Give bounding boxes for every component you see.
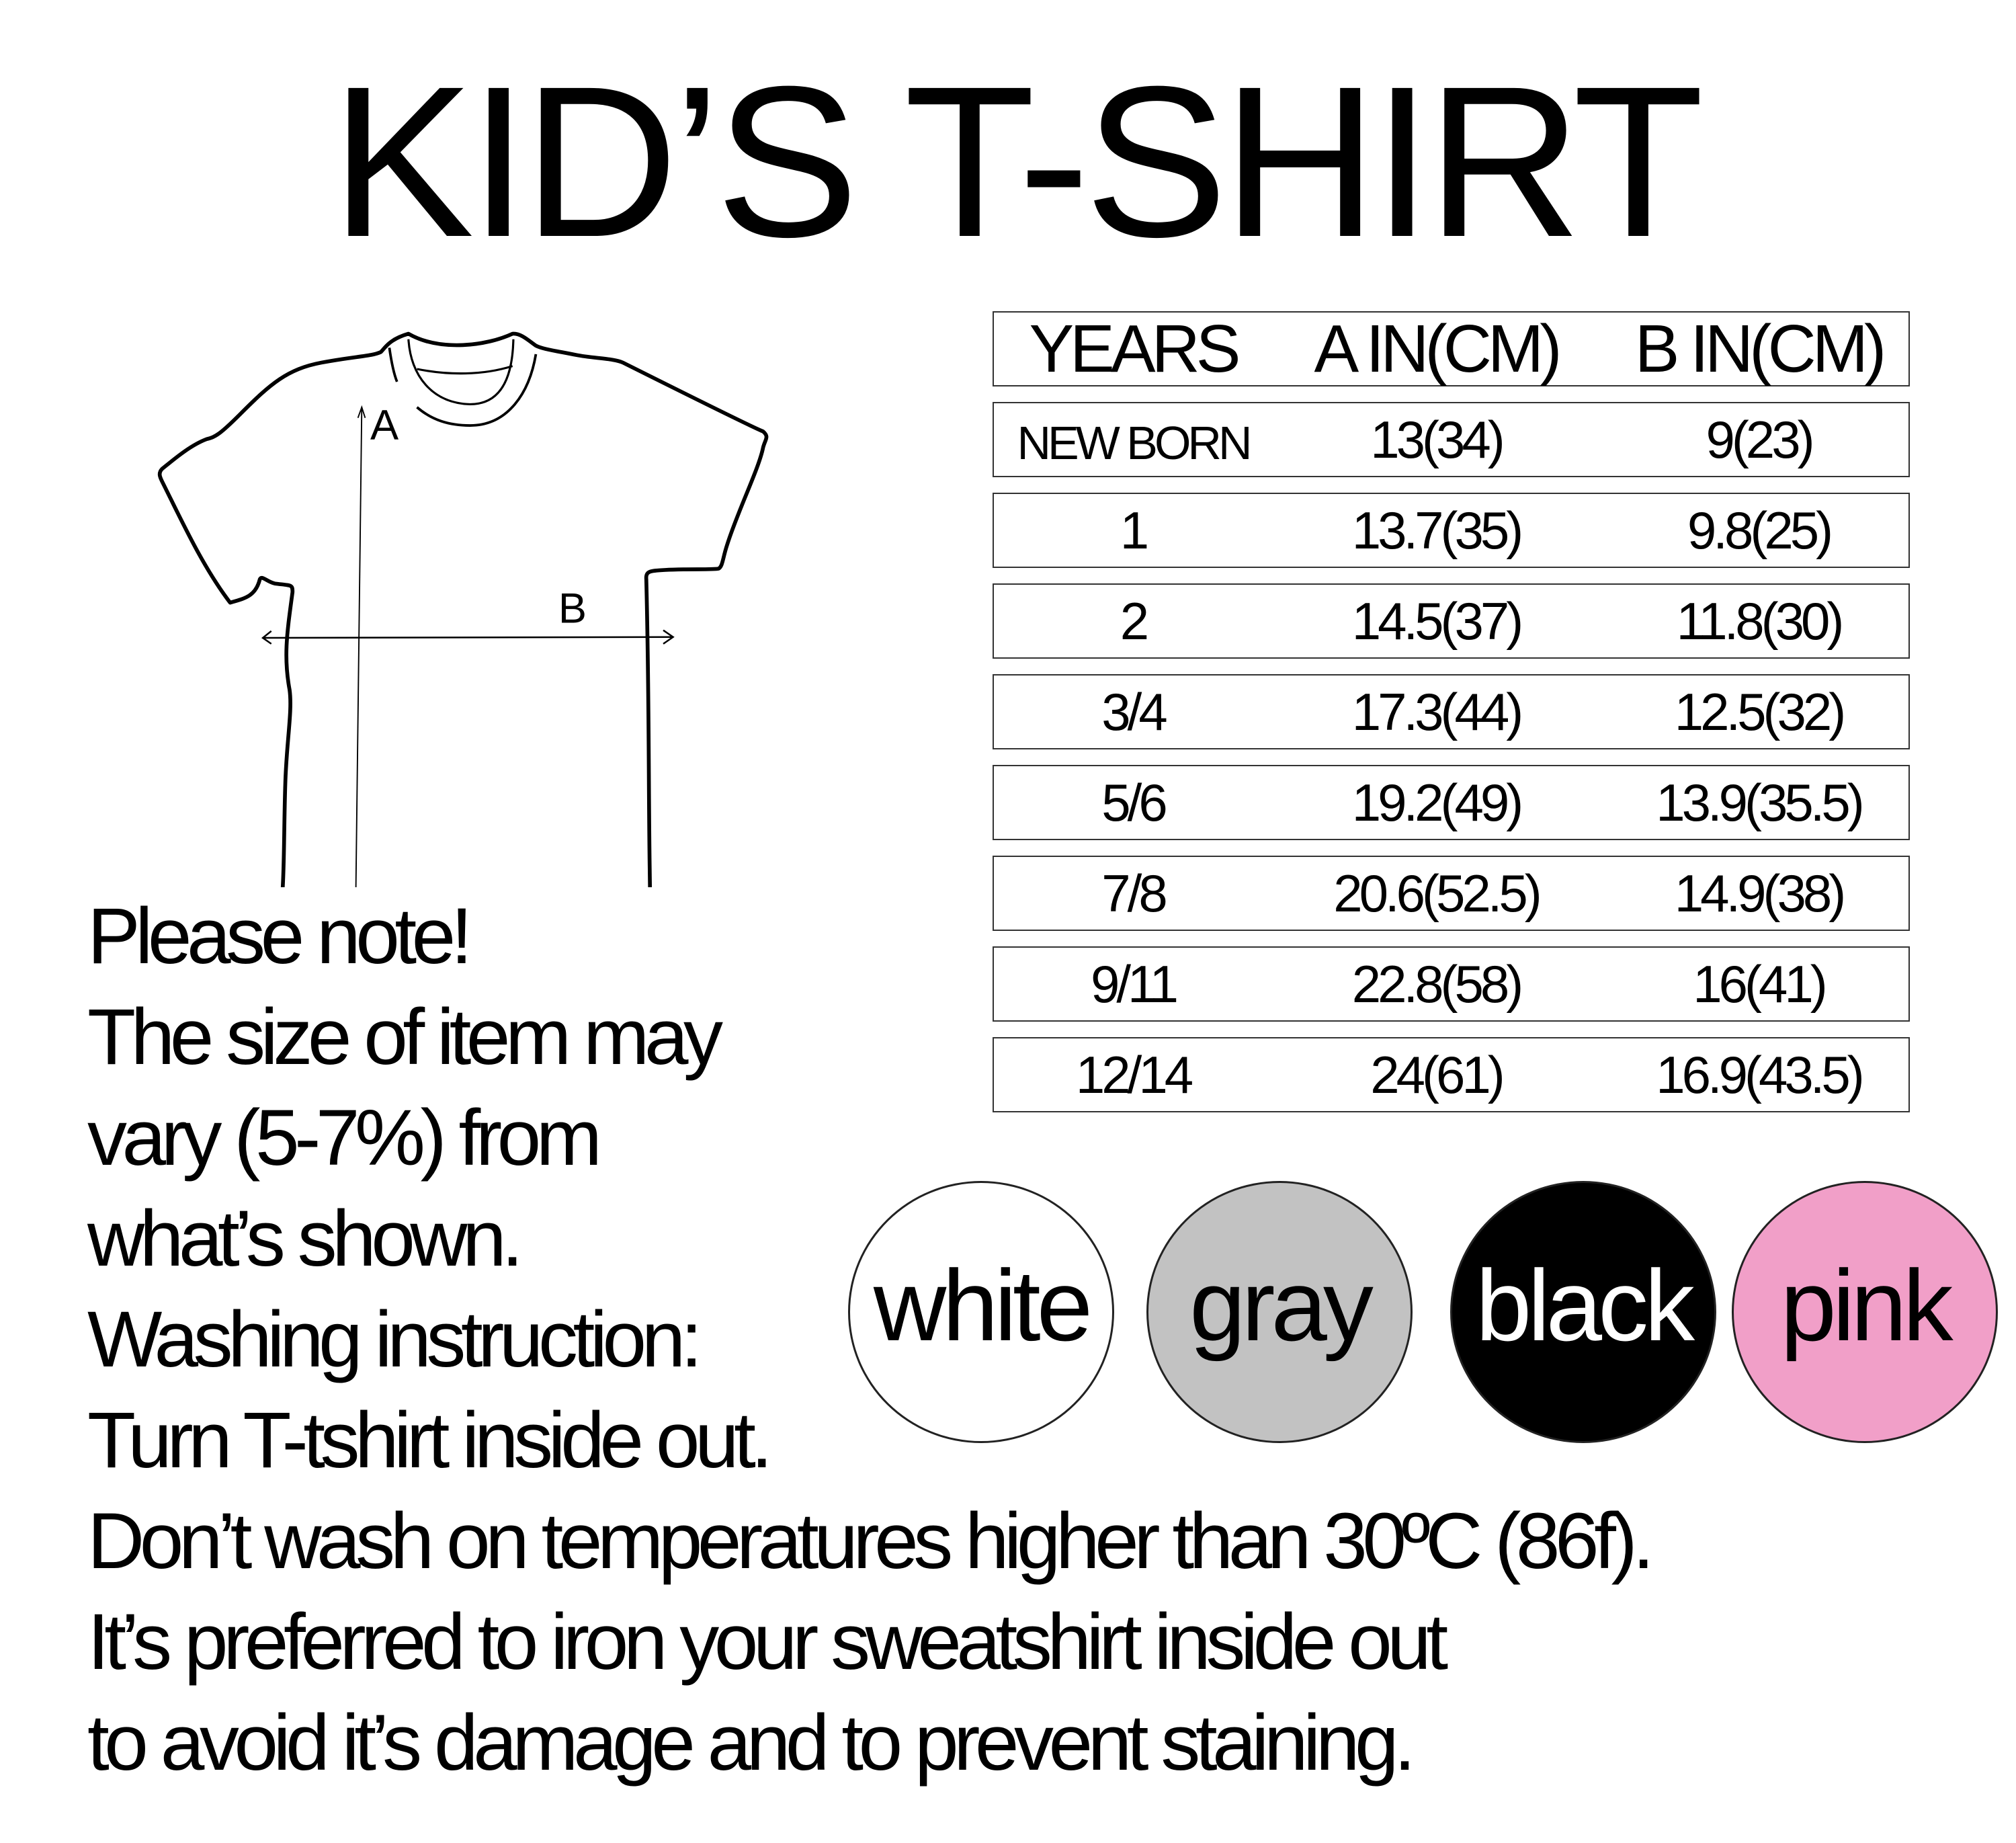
table-row: 12/14 24(61) 16.9(43.5) [993,1037,1910,1112]
page-title: KID’S T-SHIRT [331,41,1704,282]
note-line: vary (5-7%) from [87,1094,602,1182]
cell-b: 14.9(38) [1674,863,1847,923]
note-line: The size of item may [87,993,723,1081]
color-swatch-white: white [848,1181,1114,1443]
cell-b: 11.8(30) [1676,591,1845,651]
cell-a: 13(34) [1370,409,1505,469]
header-b: B IN(CM) [1634,311,1887,386]
cell-b: 16.9(43.5) [1656,1045,1865,1104]
cell-b: 16(41) [1693,954,1827,1014]
cell-years: 12/14 [1075,1045,1193,1104]
cell-a: 13.7(35) [1351,500,1524,560]
note-line: Washing instruction: [87,1295,703,1384]
note-line: what’s shown. [87,1194,523,1283]
cell-a: 14.5(37) [1351,591,1524,651]
measure-a-arrow [355,405,366,887]
table-row: NEW BORN 13(34) 9(23) [993,402,1910,477]
cell-a: 17.3(44) [1351,682,1524,741]
cell-years: 9/11 [1090,954,1179,1014]
color-swatch-gray: gray [1146,1181,1413,1443]
table-row: 1 13.7(35) 9.8(25) [993,493,1910,568]
cell-years: 1 [1120,500,1149,560]
table-row: 5/6 19.2(49) 13.9(35.5) [993,765,1910,840]
table-header: YEARS A IN(CM) B IN(CM) [993,311,1910,386]
table-row: 3/4 17.3(44) 12.5(32) [993,674,1910,749]
color-swatch-pink: pink [1732,1181,1998,1443]
collar-band [417,365,513,375]
collar-inner [407,339,515,406]
label-a: A [370,401,399,448]
header-a: A IN(CM) [1314,311,1562,386]
note-line: It’s preferred to iron your sweatshirt i… [87,1598,1448,1686]
care-notes: Please note! The size of item may vary (5-… [87,886,1654,1793]
tshirt-outline [157,331,769,887]
cell-years: NEW BORN [1017,417,1253,469]
table-row: 2 14.5(37) 11.8(30) [993,583,1910,659]
note-line: Please note! [87,892,473,981]
note-line: Don’t wash on temperatures higher than 3… [87,1497,1654,1586]
label-b: B [558,585,587,632]
cell-years: 2 [1120,591,1149,651]
cell-years: 7/8 [1101,863,1167,923]
cell-b: 13.9(35.5) [1656,772,1865,832]
cell-b: 9(23) [1706,409,1814,469]
cell-b: 12.5(32) [1674,682,1847,741]
cell-a: 20.6(52.5) [1333,863,1542,923]
note-line: Turn T-tshirt inside out. [87,1396,773,1485]
cell-b: 9.8(25) [1687,500,1833,560]
collar-outer [388,347,538,427]
header-years: YEARS [1029,311,1241,386]
cell-years: 5/6 [1101,772,1167,832]
tshirt-diagram: A B [157,331,769,887]
table-row: 9/11 22.8(58) 16(41) [993,946,1910,1022]
cell-years: 3/4 [1101,682,1167,741]
note-line: to avoid it’s damage and to prevent stai… [87,1698,1416,1787]
cell-a: 22.8(58) [1351,954,1524,1014]
measure-b-arrow [261,629,675,645]
table-row: 7/8 20.6(52.5) 14.9(38) [993,856,1910,931]
cell-a: 24(61) [1370,1045,1505,1104]
cell-a: 19.2(49) [1351,772,1524,832]
color-swatch-black: black [1450,1181,1716,1443]
